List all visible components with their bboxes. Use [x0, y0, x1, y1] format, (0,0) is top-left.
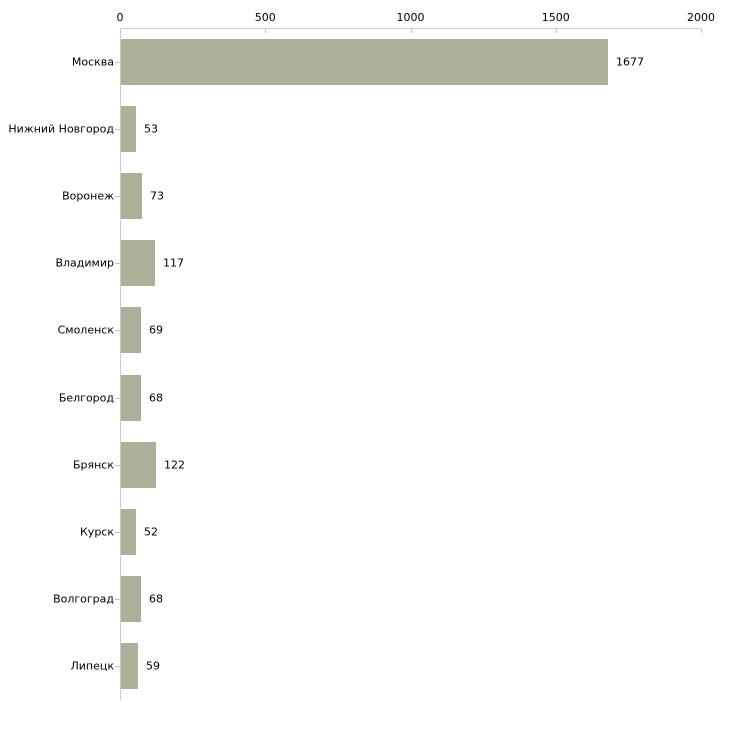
x-axis-tick-mark	[265, 29, 267, 33]
x-axis-line	[120, 28, 702, 29]
x-axis-tick-label: 500	[254, 11, 276, 24]
value-label: 59	[146, 659, 160, 673]
y-axis-tick-mark	[115, 398, 120, 399]
category-label: Владимир	[55, 256, 114, 270]
y-axis-tick-mark	[115, 532, 120, 533]
value-label: 68	[149, 592, 163, 606]
y-axis-tick-mark	[115, 465, 120, 466]
category-label: Белгород	[58, 391, 114, 405]
value-label: 73	[150, 189, 164, 203]
value-label: 117	[163, 256, 184, 270]
category-label: Липецк	[70, 659, 114, 673]
bar	[121, 307, 141, 353]
x-axis-tick-mark	[410, 29, 412, 33]
bar	[121, 576, 141, 622]
y-axis-tick-mark	[115, 129, 120, 130]
value-label: 53	[144, 122, 158, 136]
x-axis-tick-label: 1500	[541, 11, 570, 24]
category-label: Москва	[71, 55, 114, 69]
bar	[121, 39, 608, 85]
value-label: 68	[149, 391, 163, 405]
category-label: Курск	[80, 525, 114, 539]
y-axis-tick-mark	[115, 330, 120, 331]
value-label: 69	[149, 323, 163, 337]
x-axis-tick-label: 2000	[687, 11, 715, 24]
x-axis-tick-mark	[120, 29, 121, 33]
category-label: Брянск	[72, 458, 114, 472]
x-axis-tick-label: 1000	[396, 11, 425, 24]
bar	[121, 442, 156, 488]
y-axis-tick-mark	[115, 62, 120, 63]
bar	[121, 240, 155, 286]
bar	[121, 375, 141, 421]
value-label: 52	[144, 525, 158, 539]
bar	[121, 106, 136, 152]
x-axis-tick-mark	[701, 29, 702, 33]
category-label: Волгоград	[53, 592, 114, 606]
value-label: 1677	[616, 55, 644, 69]
y-axis-line	[120, 28, 121, 700]
category-label: Нижний Новгород	[8, 122, 114, 136]
x-axis-tick-mark	[555, 29, 557, 33]
category-label: Смоленск	[57, 323, 114, 337]
y-axis-tick-mark	[115, 666, 120, 667]
y-axis-tick-mark	[115, 263, 120, 264]
y-axis-tick-mark	[115, 599, 120, 600]
bar	[121, 173, 142, 219]
bar	[121, 509, 136, 555]
value-label: 122	[164, 458, 185, 472]
bar	[121, 643, 138, 689]
y-axis-tick-mark	[115, 196, 120, 197]
category-label: Воронеж	[62, 189, 114, 203]
x-axis-tick-label: 0	[116, 11, 124, 24]
